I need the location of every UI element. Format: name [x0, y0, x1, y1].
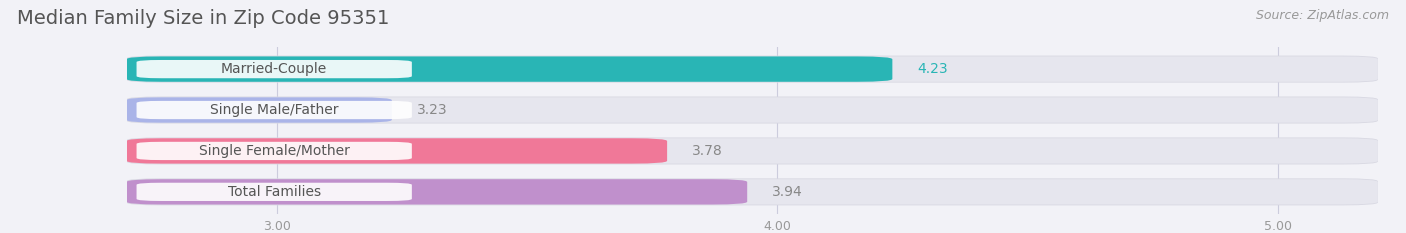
FancyBboxPatch shape — [136, 183, 412, 201]
FancyBboxPatch shape — [136, 60, 412, 78]
FancyBboxPatch shape — [127, 56, 893, 82]
Text: Source: ZipAtlas.com: Source: ZipAtlas.com — [1256, 9, 1389, 22]
Text: 3.78: 3.78 — [692, 144, 723, 158]
Text: Married-Couple: Married-Couple — [221, 62, 328, 76]
FancyBboxPatch shape — [127, 138, 666, 164]
Text: 4.23: 4.23 — [917, 62, 948, 76]
FancyBboxPatch shape — [127, 178, 1378, 205]
FancyBboxPatch shape — [127, 138, 1378, 164]
FancyBboxPatch shape — [127, 97, 1378, 123]
Text: Median Family Size in Zip Code 95351: Median Family Size in Zip Code 95351 — [17, 9, 389, 28]
FancyBboxPatch shape — [127, 137, 1378, 164]
FancyBboxPatch shape — [136, 101, 412, 119]
FancyBboxPatch shape — [127, 179, 1378, 205]
Text: Single Female/Mother: Single Female/Mother — [198, 144, 350, 158]
FancyBboxPatch shape — [127, 97, 392, 123]
Text: Total Families: Total Families — [228, 185, 321, 199]
Text: Single Male/Father: Single Male/Father — [209, 103, 339, 117]
FancyBboxPatch shape — [136, 142, 412, 160]
FancyBboxPatch shape — [127, 56, 1378, 82]
FancyBboxPatch shape — [127, 96, 1378, 123]
FancyBboxPatch shape — [127, 179, 747, 205]
Text: 3.94: 3.94 — [772, 185, 803, 199]
Text: 3.23: 3.23 — [416, 103, 447, 117]
FancyBboxPatch shape — [127, 56, 1378, 83]
